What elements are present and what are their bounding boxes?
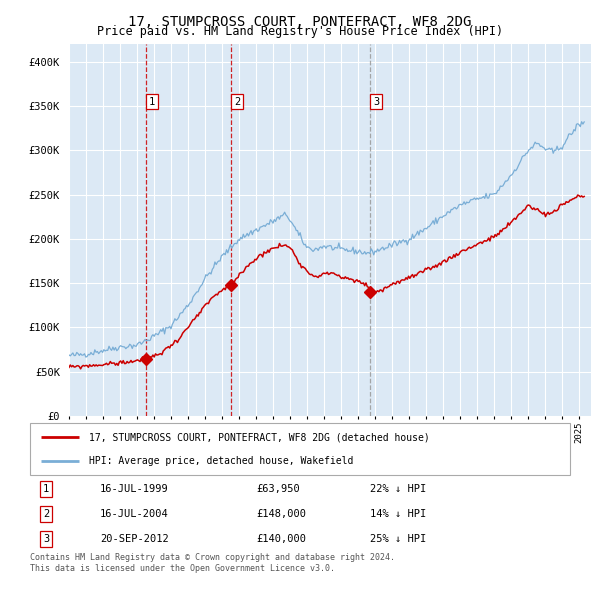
Text: 25% ↓ HPI: 25% ↓ HPI bbox=[370, 534, 427, 544]
Text: 3: 3 bbox=[43, 534, 49, 544]
Text: 1: 1 bbox=[43, 484, 49, 494]
FancyBboxPatch shape bbox=[30, 423, 570, 475]
Text: £140,000: £140,000 bbox=[257, 534, 307, 544]
Text: Price paid vs. HM Land Registry's House Price Index (HPI): Price paid vs. HM Land Registry's House … bbox=[97, 25, 503, 38]
Text: £148,000: £148,000 bbox=[257, 509, 307, 519]
Text: 16-JUL-2004: 16-JUL-2004 bbox=[100, 509, 169, 519]
Text: 17, STUMPCROSS COURT, PONTEFRACT, WF8 2DG (detached house): 17, STUMPCROSS COURT, PONTEFRACT, WF8 2D… bbox=[89, 432, 430, 442]
Text: 14% ↓ HPI: 14% ↓ HPI bbox=[370, 509, 427, 519]
Text: 16-JUL-1999: 16-JUL-1999 bbox=[100, 484, 169, 494]
Text: 2: 2 bbox=[43, 509, 49, 519]
Text: 1: 1 bbox=[149, 97, 155, 107]
Text: 17, STUMPCROSS COURT, PONTEFRACT, WF8 2DG: 17, STUMPCROSS COURT, PONTEFRACT, WF8 2D… bbox=[128, 15, 472, 29]
Text: 3: 3 bbox=[373, 97, 379, 107]
Text: 2: 2 bbox=[234, 97, 240, 107]
Text: 22% ↓ HPI: 22% ↓ HPI bbox=[370, 484, 427, 494]
Text: Contains HM Land Registry data © Crown copyright and database right 2024.
This d: Contains HM Land Registry data © Crown c… bbox=[30, 553, 395, 573]
Text: 20-SEP-2012: 20-SEP-2012 bbox=[100, 534, 169, 544]
Text: HPI: Average price, detached house, Wakefield: HPI: Average price, detached house, Wake… bbox=[89, 456, 354, 466]
Text: £63,950: £63,950 bbox=[257, 484, 301, 494]
